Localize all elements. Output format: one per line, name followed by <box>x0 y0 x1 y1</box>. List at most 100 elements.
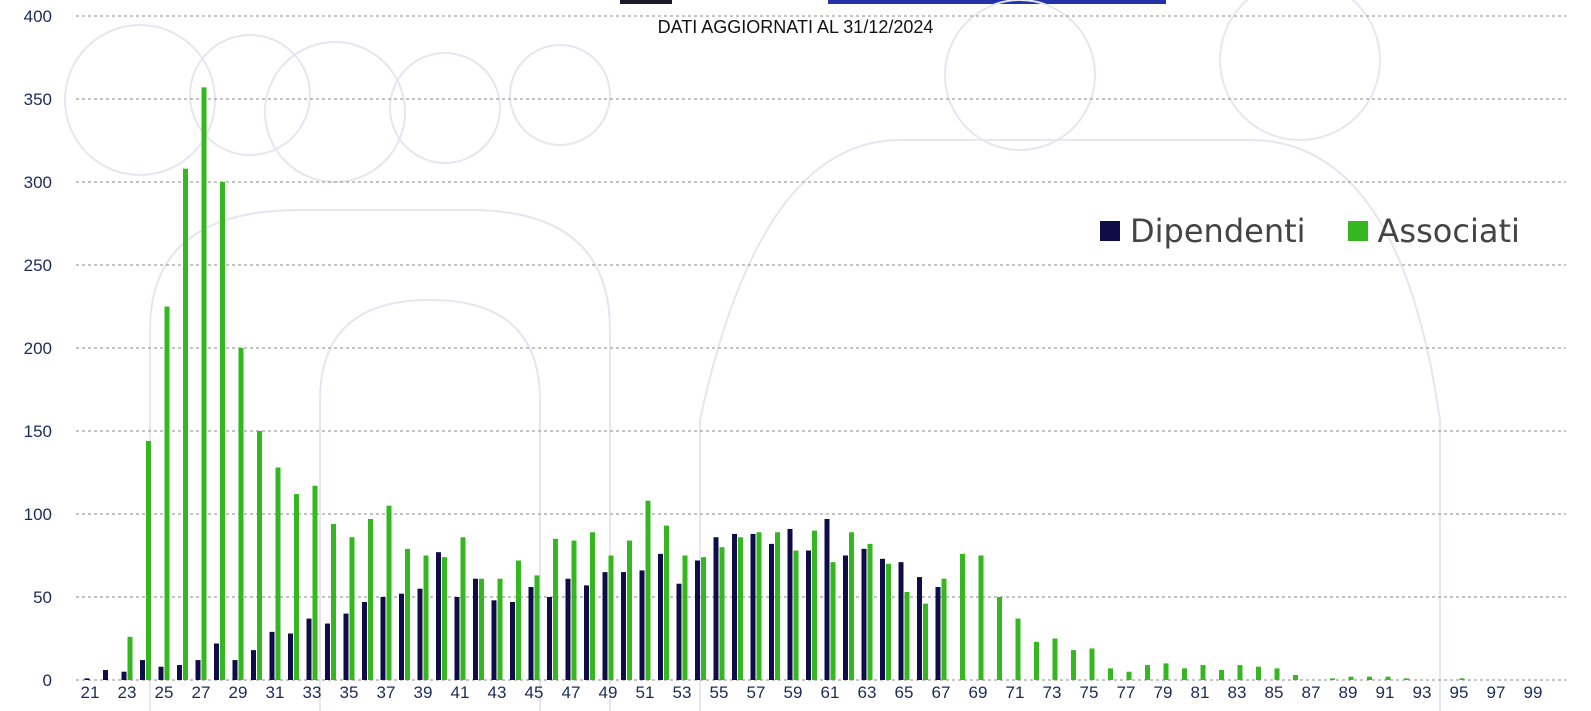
bar-associati-28 <box>220 182 225 680</box>
x-axis-ticks: 21 23 25 27 29 31 33 35 37 39 41 43 45 47 49 51 53 55 57 59… <box>81 683 1543 702</box>
watermark-arch <box>149 209 611 711</box>
bar-associati-69 <box>978 555 984 680</box>
x-tick-label: 35 <box>340 683 359 702</box>
background-watermark <box>64 0 1441 711</box>
bar-dipendenti-36 <box>362 601 367 680</box>
bar-associati-58 <box>775 532 780 680</box>
bar-associati-50 <box>627 540 632 680</box>
bar-dipendenti-32 <box>288 633 293 680</box>
bar-associati-29 <box>238 348 244 680</box>
bar-dipendenti-26 <box>177 665 182 680</box>
y-tick-label: 50 <box>33 588 52 607</box>
bar-dipendenti-53 <box>676 583 682 680</box>
bar-associati-66 <box>923 603 928 680</box>
x-tick-label: 79 <box>1154 683 1173 702</box>
x-tick-label: 77 <box>1117 683 1136 702</box>
bar-associati-65 <box>904 592 910 680</box>
x-tick-label: 31 <box>266 683 285 702</box>
bar-dipendenti-34 <box>325 623 330 680</box>
bar-associati-36 <box>368 518 373 680</box>
x-tick-label: 49 <box>599 683 618 702</box>
watermark-circle <box>264 41 406 183</box>
bar-associati-67 <box>941 578 947 680</box>
bar-dipendenti-38 <box>399 593 404 680</box>
bar-associati-52 <box>664 525 669 680</box>
x-tick-label: 47 <box>562 683 581 702</box>
bar-dipendenti-37 <box>380 597 386 680</box>
bars <box>84 87 1465 680</box>
bar-associati-64 <box>886 563 891 680</box>
bar-associati-95 <box>1459 678 1465 680</box>
bar-associati-44 <box>516 560 521 680</box>
x-tick-label: 95 <box>1450 683 1469 702</box>
bar-associati-83 <box>1237 665 1243 680</box>
bar-associati-71 <box>1015 618 1021 680</box>
bar-dipendenti-40 <box>436 552 441 680</box>
bar-associati-77 <box>1126 671 1132 680</box>
bar-associati-88 <box>1330 678 1335 680</box>
bar-associati-68 <box>960 553 965 680</box>
x-tick-label: 39 <box>414 683 433 702</box>
bar-associati-53 <box>682 555 688 680</box>
watermark-circle <box>64 24 216 176</box>
watermark-arch <box>699 139 1441 711</box>
x-tick-label: 85 <box>1265 683 1284 702</box>
bar-associati-49 <box>608 555 614 680</box>
bar-associati-27 <box>201 87 207 680</box>
legend-swatch-associati <box>1347 221 1368 241</box>
bar-associati-70 <box>997 597 1002 680</box>
bar-dipendenti-21 <box>84 678 90 680</box>
y-tick-label: 400 <box>24 7 52 26</box>
x-tick-label: 97 <box>1487 683 1506 702</box>
bar-associati-30 <box>257 431 262 680</box>
x-tick-label: 57 <box>747 683 766 702</box>
bar-associati-61 <box>830 562 836 680</box>
bar-associati-31 <box>275 467 281 680</box>
bar-dipendenti-43 <box>491 600 497 680</box>
x-tick-label: 69 <box>969 683 988 702</box>
bar-associati-25 <box>164 306 170 680</box>
legend-item-dipendenti: Dipendenti <box>1100 212 1306 250</box>
bar-dipendenti-44 <box>510 601 515 680</box>
bar-associati-90 <box>1367 676 1372 680</box>
bar-dipendenti-29 <box>232 660 238 680</box>
bar-associati-35 <box>349 537 355 680</box>
bar-associati-40 <box>442 557 447 680</box>
watermark-circle <box>189 34 311 156</box>
bar-dipendenti-54 <box>695 560 700 680</box>
x-tick-label: 45 <box>525 683 544 702</box>
x-tick-label: 21 <box>81 683 100 702</box>
bar-associati-86 <box>1293 675 1298 680</box>
legend: Dipendenti Associati <box>1100 212 1520 250</box>
x-tick-label: 93 <box>1413 683 1432 702</box>
title-cut-link-band <box>828 0 1166 4</box>
x-tick-label: 81 <box>1191 683 1210 702</box>
bar-associati-46 <box>553 538 558 680</box>
watermark-arch <box>319 298 541 711</box>
bar-dipendenti-48 <box>584 585 589 680</box>
bar-dipendenti-39 <box>417 588 423 680</box>
bar-dipendenti-33 <box>306 618 312 680</box>
bar-associati-85 <box>1274 668 1280 680</box>
bar-dipendenti-59 <box>787 528 793 680</box>
bar-dipendenti-50 <box>621 572 626 680</box>
bar-dipendenti-25 <box>158 666 164 680</box>
bar-associati-24 <box>146 440 151 680</box>
bar-associati-56 <box>738 537 743 680</box>
bar-associati-74 <box>1071 650 1076 680</box>
bar-associati-62 <box>849 532 854 680</box>
bar-dipendenti-60 <box>806 550 811 680</box>
bar-associati-37 <box>386 505 392 680</box>
watermark-circle <box>389 52 501 164</box>
bar-dipendenti-51 <box>639 570 645 680</box>
x-tick-label: 89 <box>1339 683 1358 702</box>
bar-associati-63 <box>867 543 873 680</box>
bar-associati-45 <box>534 575 540 680</box>
chart-subtitle: DATI AGGIORNATI AL 31/12/2024 <box>657 17 934 37</box>
x-tick-label: 75 <box>1080 683 1099 702</box>
bar-associati-48 <box>590 532 595 680</box>
bar-dipendenti-57 <box>750 533 756 680</box>
x-tick-label: 83 <box>1228 683 1247 702</box>
bar-associati-33 <box>312 485 318 680</box>
